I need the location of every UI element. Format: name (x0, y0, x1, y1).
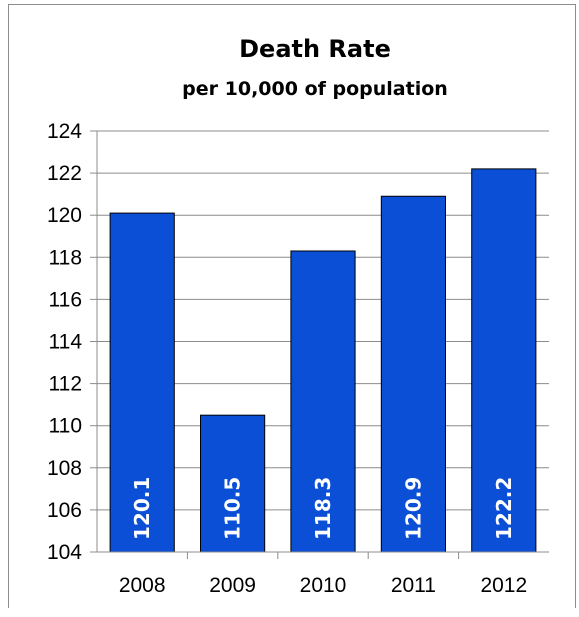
bars (109, 168, 537, 553)
data-label: 118.3 (311, 477, 335, 540)
bar (290, 250, 356, 553)
x-tick-label: 2008 (119, 574, 166, 597)
bar (380, 195, 446, 553)
chart-title: Death Rate (239, 35, 391, 63)
data-label: 122.2 (492, 477, 516, 540)
x-tick-label: 2012 (480, 574, 527, 597)
y-tick-label: 120 (47, 204, 82, 227)
x-tick-label: 2010 (300, 574, 347, 597)
data-labels: 120.1 110.5 118.3 120.9 122.2 (130, 477, 516, 540)
y-tick-label: 118 (49, 246, 82, 269)
x-axis-tick-labels: 2008 2009 2010 2011 2012 (119, 574, 527, 597)
y-tick-label: 110 (49, 415, 82, 438)
bar (109, 212, 175, 553)
data-label: 120.1 (130, 477, 154, 540)
y-tick-label: 108 (47, 457, 82, 480)
data-label: 110.5 (221, 477, 245, 540)
y-tick-label: 122 (47, 162, 82, 185)
x-tick-label: 2011 (391, 574, 436, 597)
bar (200, 414, 266, 553)
x-tick-label: 2009 (209, 574, 256, 597)
y-tick-label: 106 (47, 499, 82, 522)
data-label: 120.9 (401, 477, 425, 540)
y-tick-label: 104 (47, 541, 82, 564)
y-tick-label: 124 (47, 120, 82, 143)
axes (90, 131, 549, 553)
chart-subtitle: per 10,000 of population (182, 78, 448, 100)
y-tick-label: 114 (49, 331, 83, 354)
y-tick-label: 116 (49, 288, 82, 311)
y-tick-label: 112 (49, 373, 82, 396)
y-axis-tick-labels: 104 106 108 110 112 114 116 118 120 122 124 (47, 120, 82, 564)
